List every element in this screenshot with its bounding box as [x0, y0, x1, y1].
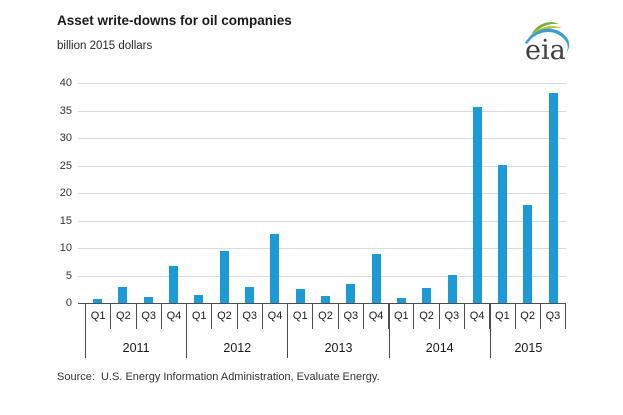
eia-logo: eia: [519, 15, 575, 67]
bar-cell: [389, 83, 414, 303]
quarter-tick-label: Q3: [539, 303, 565, 329]
year-tick-label: 2012: [186, 303, 287, 358]
bar-cell: [136, 83, 161, 303]
y-tick-label: 40: [59, 77, 72, 89]
bar: [118, 286, 128, 303]
year-axis-band: 2011 2012 2013 2014 2015: [85, 303, 566, 358]
y-tick-label: 15: [59, 214, 72, 227]
gridline: [78, 220, 566, 222]
quarter-tick-label: Q3: [135, 303, 161, 329]
bar: [270, 233, 280, 303]
bar: [548, 92, 558, 303]
quarter-tick-label: Q2: [211, 303, 236, 329]
y-tick-label: 10: [59, 242, 72, 254]
bar-cell: [161, 83, 186, 303]
page-title: Asset write-downs for oil companies: [57, 13, 292, 28]
gridline: [78, 165, 566, 167]
gridline: [78, 138, 566, 139]
source-note: Source: U.S. Energy Information Administ…: [57, 371, 380, 383]
year-tick-label: 2011: [85, 303, 186, 358]
bar-cell: [288, 83, 313, 303]
quarter-tick-label: Q2: [312, 303, 337, 329]
eia-logo-icon: eia: [525, 22, 570, 66]
bar-cell: [541, 83, 566, 303]
quarter-tick-label: Q2: [110, 303, 135, 329]
gridline: [78, 248, 566, 249]
bar: [93, 298, 103, 303]
quarter-tick-label: Q1: [388, 303, 413, 329]
bar-cell: [85, 83, 110, 303]
bars-area: [85, 83, 566, 303]
x-axis-line: [78, 303, 566, 304]
bar-cell: [186, 83, 211, 303]
quarter-tick-label: Q4: [362, 303, 388, 329]
chart-units-subtitle: billion 2015 dollars: [57, 40, 153, 52]
y-tick-label: 30: [59, 132, 72, 144]
bar: [523, 205, 533, 303]
bar-cell: [439, 83, 464, 303]
eia-logo-text: eia: [525, 35, 566, 66]
year-tick-label: 2014: [388, 303, 490, 358]
bar: [295, 288, 305, 303]
quarter-tick-label: Q3: [337, 303, 363, 329]
gridline: [78, 110, 566, 112]
bar-cell: [313, 83, 338, 303]
quarter-tick-label: Q2: [514, 303, 540, 329]
bar: [371, 253, 381, 303]
bar-cell: [262, 83, 287, 303]
bar-cell: [515, 83, 540, 303]
quarter-tick-label: Q4: [160, 303, 186, 329]
quarter-tick-label: Q4: [463, 303, 489, 329]
quarter-tick-label: Q1: [85, 303, 110, 329]
quarter-tick-label: Q1: [287, 303, 312, 329]
quarter-tick-label: Q1: [186, 303, 211, 329]
bar-cell: [490, 83, 515, 303]
gridline: [78, 275, 566, 277]
quarter-tick-label: Q3: [236, 303, 262, 329]
quarter-tick-label: Q1: [489, 303, 514, 329]
bar-cell: [465, 83, 490, 303]
bar: [143, 296, 153, 303]
bar: [498, 164, 508, 303]
bar-cell: [212, 83, 237, 303]
bar: [219, 250, 229, 303]
bar-cell: [237, 83, 262, 303]
bar-cell: [110, 83, 135, 303]
bar-cell: [363, 83, 388, 303]
bar: [447, 275, 457, 303]
bar-cell: [338, 83, 363, 303]
gridline: [78, 83, 566, 84]
quarter-axis-band: Q1 Q2 Q3 Q4 Q1 Q2 Q3 Q4 Q1 Q2 Q3 Q4 Q1 Q2 Q3 Q4 Q1 Q2 Q3: [85, 303, 566, 329]
bar: [396, 297, 406, 303]
bar: [245, 287, 255, 303]
quarter-tick-label: Q3: [438, 303, 464, 329]
y-tick-label: 25: [59, 159, 72, 172]
bar: [422, 287, 432, 303]
year-tick-label: 2015: [489, 303, 566, 358]
bar: [472, 106, 482, 303]
quarter-tick-label: Q4: [261, 303, 287, 329]
bar: [346, 284, 356, 303]
y-tick-label: 20: [59, 187, 72, 199]
bar-cell: [414, 83, 439, 303]
y-tick-label: 5: [65, 269, 72, 282]
year-tick-label: 2013: [287, 303, 388, 358]
bar: [320, 295, 330, 303]
bar: [194, 295, 204, 303]
quarter-tick-label: Q2: [413, 303, 438, 329]
gridline: [78, 193, 566, 194]
y-tick-label: 0: [65, 297, 72, 309]
y-tick-label: 35: [59, 104, 72, 117]
bar: [169, 266, 179, 303]
